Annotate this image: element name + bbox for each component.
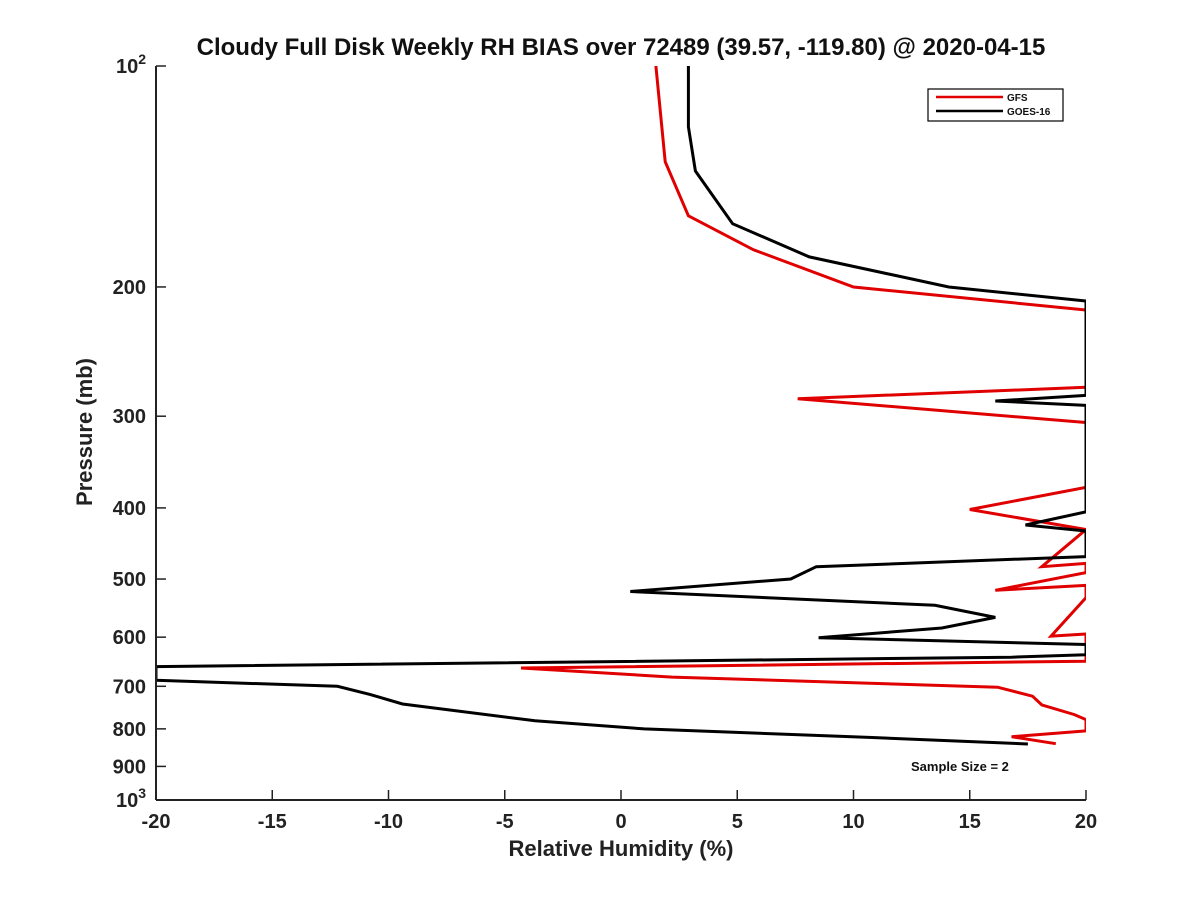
legend-label-goes16: GOES-16 [1007,107,1051,118]
y-tick-label: 500 [113,569,146,591]
y-tick-label: 600 [113,627,146,649]
x-tick-label: 20 [1075,811,1097,833]
plot-lines [156,66,1086,746]
y-tick-label: 200 [113,277,146,299]
y-tick-label: 103 [116,785,146,812]
chart-title: Cloudy Full Disk Weekly RH BIAS over 724… [197,34,1046,61]
y-tick-label: 102 [116,51,146,78]
x-tick-label: 0 [615,811,626,833]
y-axis-label: Pressure (mb) [72,358,97,506]
x-axis-ticks: -20 -15 -10 -5 0 5 10 15 20 [142,790,1097,833]
series-line-goes16 [156,66,1086,746]
legend-label-gfs: GFS [1007,93,1028,104]
x-tick-label: -10 [374,811,403,833]
legend: GFS GOES-16 [927,88,1064,122]
x-tick-label: -5 [496,811,514,833]
y-axis-ticks: 102 200 300 400 500 600 700 800 900 103 [113,51,166,812]
x-tick-label: 15 [959,811,981,833]
x-tick-label: 10 [842,811,864,833]
y-tick-label: 400 [113,498,146,520]
y-tick-label: 300 [113,406,146,428]
y-tick-label: 700 [113,676,146,698]
y-tick-label: 900 [113,756,146,778]
legend-box [927,88,1064,122]
y-tick-label: 800 [113,719,146,741]
series-line-gfs [520,66,1086,746]
x-tick-label: -15 [258,811,287,833]
x-tick-label: -20 [142,811,171,833]
x-tick-label: 5 [732,811,743,833]
sample-size-annotation: Sample Size = 2 [911,759,1009,774]
x-axis-label: Relative Humidity (%) [509,836,734,861]
